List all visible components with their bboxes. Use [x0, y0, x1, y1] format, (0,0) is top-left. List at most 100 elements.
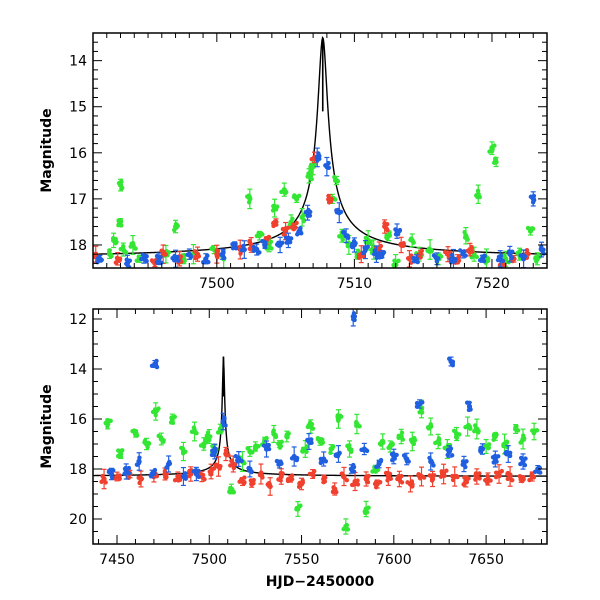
data-point [453, 257, 458, 262]
data-point [248, 478, 254, 483]
data-point [350, 241, 355, 247]
data-point [351, 462, 356, 468]
data-point [467, 400, 472, 405]
data-point [233, 246, 239, 251]
data-point [345, 527, 351, 532]
data-point [276, 243, 282, 248]
data-point [477, 476, 482, 481]
data-point [220, 252, 226, 258]
data-point [309, 176, 314, 182]
series-red [99, 446, 537, 496]
data-point [107, 468, 112, 473]
data-point [204, 435, 209, 441]
data-point [119, 179, 124, 184]
data-point [221, 422, 226, 428]
data-point [248, 450, 254, 455]
data-point [274, 458, 280, 464]
data-point [284, 433, 290, 438]
data-point [113, 240, 119, 246]
data-point [265, 482, 270, 487]
data-point [134, 258, 140, 263]
data-point [322, 474, 327, 479]
data-point [385, 478, 390, 483]
data-point [148, 473, 154, 478]
data-point [469, 245, 474, 251]
data-point [139, 256, 144, 262]
data-point [312, 469, 317, 474]
data-point [271, 220, 276, 226]
data-point [379, 254, 385, 260]
data-point [430, 460, 435, 466]
data-point [465, 237, 470, 242]
data-point [123, 465, 128, 471]
data-point [175, 223, 180, 229]
data-point [450, 473, 455, 479]
data-point [372, 248, 378, 253]
data-point [328, 450, 333, 456]
data-point [457, 248, 463, 253]
y-axis-title: Magnitude [39, 384, 55, 468]
y-tick-label: 18 [69, 462, 87, 478]
data-point [203, 257, 208, 262]
data-point [461, 482, 466, 487]
data-point [278, 460, 283, 465]
data-point [372, 481, 378, 487]
data-point [509, 255, 514, 261]
series-green [106, 141, 543, 268]
data-point [206, 259, 211, 265]
y-tick-label: 18 [69, 238, 87, 254]
data-point [215, 430, 221, 435]
data-point [473, 426, 479, 431]
data-point [356, 248, 361, 254]
data-point [528, 194, 534, 199]
data-point [454, 431, 460, 436]
data-point [455, 474, 460, 480]
data-point [476, 430, 481, 435]
data-point [333, 453, 339, 458]
data-point [429, 248, 434, 254]
data-point [279, 189, 284, 195]
data-point [482, 478, 488, 483]
data-point [486, 442, 492, 447]
data-point [415, 400, 420, 406]
model-curve [93, 35, 547, 255]
data-point [233, 241, 238, 246]
data-point [231, 465, 237, 471]
data-point [343, 524, 348, 529]
data-point [475, 188, 481, 194]
data-point [170, 418, 175, 423]
data-point [411, 240, 416, 245]
data-point [478, 445, 483, 451]
data-point [373, 485, 379, 490]
data-point [523, 456, 528, 461]
data-point [298, 503, 303, 508]
data-point [417, 410, 422, 415]
data-point [444, 468, 449, 473]
x-tick-label: 7650 [468, 552, 504, 568]
data-point [233, 453, 239, 459]
data-point [304, 444, 310, 449]
data-point [466, 422, 471, 428]
plot-area [93, 35, 547, 268]
x-tick-label: 7450 [99, 552, 135, 568]
data-point [101, 478, 106, 483]
data-point [280, 240, 285, 246]
data-point [384, 235, 389, 240]
data-point [229, 458, 235, 463]
data-point [465, 476, 471, 481]
data-point [486, 445, 492, 450]
data-point [143, 257, 148, 262]
data-point [260, 475, 265, 480]
data-point [270, 208, 276, 213]
data-point [534, 259, 539, 264]
data-point [393, 227, 398, 232]
data-point [172, 258, 177, 263]
data-point [209, 452, 215, 458]
data-point [126, 471, 132, 476]
data-point [363, 235, 369, 241]
data-point [520, 254, 526, 260]
data-point [312, 162, 317, 167]
data-point [172, 253, 177, 259]
data-point [533, 255, 538, 260]
